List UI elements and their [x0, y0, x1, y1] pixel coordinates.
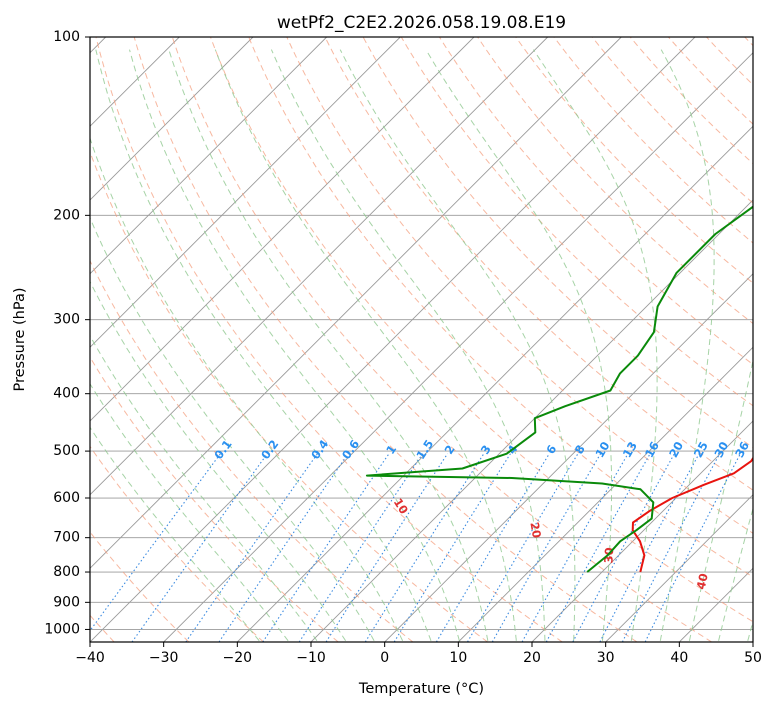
- dewpoint-profile-line: [365, 205, 753, 573]
- moist-adiabat-line: [90, 426, 260, 642]
- mixing-ratio-line: [491, 453, 602, 642]
- mixing-ratio-label: 13: [620, 439, 640, 460]
- moist-adiabat-line: [659, 49, 715, 641]
- isotherm-line: [90, 37, 696, 642]
- dry-adiabat-line: [95, 37, 563, 642]
- moist-adiabat-label: 20: [527, 521, 543, 539]
- moist-adiabat-line: [168, 49, 489, 641]
- moist-adiabat-line: [270, 49, 546, 641]
- dry-adiabat-line: [90, 259, 414, 642]
- isotherm-line: [90, 37, 622, 569]
- mixing-ratio-line: [262, 453, 390, 642]
- moist-adiabat-line: [90, 136, 404, 642]
- isotherm-line: [90, 37, 328, 275]
- moist-adiabat-line: [339, 49, 576, 641]
- isotherm-line: [236, 125, 753, 642]
- dry-adiabat-line: [629, 37, 753, 165]
- mixing-ratio-line: [599, 453, 700, 642]
- chart-title: wetPf2_C2E2.2026.058.19.08.E19: [277, 13, 566, 33]
- mixing-ratio-line: [298, 453, 424, 642]
- dry-adiabat-line: [477, 37, 753, 325]
- isotherm-line: [531, 420, 753, 642]
- isotherm-line: [90, 37, 475, 422]
- isotherm-line: [605, 494, 753, 642]
- mixing-ratio-label: 30: [711, 439, 731, 460]
- isotherm-line: [457, 346, 753, 642]
- mixing-ratio-line: [467, 453, 579, 642]
- mixing-ratio-line: [644, 453, 741, 642]
- x-tick-label: 50: [744, 650, 762, 666]
- temperature-profile-line: [631, 456, 753, 573]
- dry-adiabat-line: [324, 37, 753, 491]
- isotherm-line: [163, 52, 753, 642]
- profile-lines: [365, 205, 753, 573]
- moist-adiabat-line: [718, 506, 753, 641]
- y-tick-label: 800: [53, 564, 80, 580]
- moist-adiabat-line: [688, 358, 753, 641]
- mixing-ratio-label: 36: [732, 439, 752, 460]
- x-tick-label: −30: [149, 650, 179, 666]
- mixing-ratio-label: 25: [691, 439, 711, 460]
- y-tick-label: 200: [53, 207, 80, 223]
- x-tick-label: 40: [670, 650, 688, 666]
- mixing-ratio-line: [364, 453, 485, 642]
- mixing-ratio-line: [435, 453, 550, 642]
- moist-adiabat-line: [90, 216, 375, 642]
- x-tick-label: −40: [75, 650, 105, 666]
- dry-adiabat-line: [362, 37, 753, 449]
- moist-adiabat-line: [532, 49, 658, 641]
- isotherm-line: [384, 273, 753, 642]
- dry-adiabat-line: [400, 37, 753, 407]
- y-tick-label: 300: [53, 312, 80, 328]
- x-tick-label: −10: [296, 650, 326, 666]
- moist-adiabat-line: [90, 280, 347, 642]
- axes: −40 −30 −20 −10 0 10 20 30 40 50 100 200 300 400 500 60…: [44, 29, 762, 666]
- dry-adiabat-line: [248, 37, 753, 578]
- dry-adiabat-line: [171, 37, 712, 642]
- dry-adiabat-line: [133, 37, 638, 642]
- isotherm-line: [90, 37, 254, 201]
- moist-adiabat-line: [425, 49, 613, 641]
- dry-adiabat-line: [210, 37, 753, 623]
- y-tick-label: 700: [53, 530, 80, 546]
- plot-frame: [89, 36, 754, 643]
- moist-adiabat-line: [95, 49, 432, 641]
- moist-adiabat-line: [90, 334, 318, 642]
- mixing-ratio-label: 20: [666, 439, 686, 460]
- mixing-ratio-label: 16: [642, 439, 662, 460]
- y-tick-label: 1000: [44, 621, 80, 637]
- moist-adiabat-line: [90, 382, 289, 642]
- x-tick-label: −20: [223, 650, 253, 666]
- y-axis-label: Pressure (hPa): [12, 287, 28, 391]
- plot-area: [90, 37, 753, 642]
- y-tick-label: 500: [53, 443, 80, 459]
- mixing-ratio-line: [90, 453, 221, 632]
- y-tick-label: 900: [53, 594, 80, 610]
- x-tick-label: 0: [380, 650, 389, 666]
- mixing-ratio-line: [393, 453, 511, 642]
- dry-adiabat-line: [515, 37, 753, 284]
- x-tick-label: 10: [449, 650, 467, 666]
- y-tick-label: 600: [53, 490, 80, 506]
- mixing-ratio-line: [325, 453, 449, 642]
- dry-adiabat-line: [90, 445, 264, 642]
- mixing-ratio-line: [131, 453, 268, 642]
- dry-adiabat-line: [591, 37, 753, 204]
- isotherm-line: [90, 37, 549, 496]
- moist-adiabat-label: 40: [694, 572, 711, 591]
- x-axis-label: Temperature (°C): [358, 681, 484, 697]
- moist-adiabat-line: [214, 49, 517, 641]
- y-tick-label: 100: [53, 29, 80, 45]
- moist-adiabat-line: [129, 49, 460, 641]
- x-tick-label: 20: [523, 650, 541, 666]
- isotherm-line: [90, 37, 401, 348]
- y-tick-label: 400: [53, 386, 80, 402]
- x-tick-label: 30: [597, 650, 615, 666]
